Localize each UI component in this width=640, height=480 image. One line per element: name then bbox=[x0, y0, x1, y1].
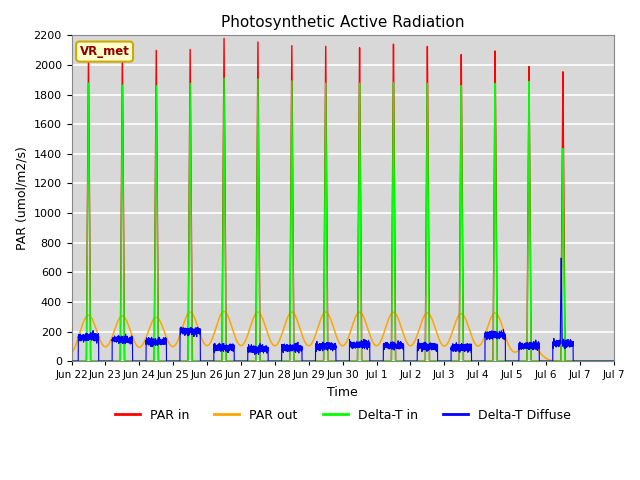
Y-axis label: PAR (umol/m2/s): PAR (umol/m2/s) bbox=[15, 146, 28, 250]
X-axis label: Time: Time bbox=[327, 386, 358, 399]
Text: VR_met: VR_met bbox=[79, 45, 129, 58]
Legend: PAR in, PAR out, Delta-T in, Delta-T Diffuse: PAR in, PAR out, Delta-T in, Delta-T Dif… bbox=[110, 404, 575, 427]
Title: Photosynthetic Active Radiation: Photosynthetic Active Radiation bbox=[221, 15, 465, 30]
